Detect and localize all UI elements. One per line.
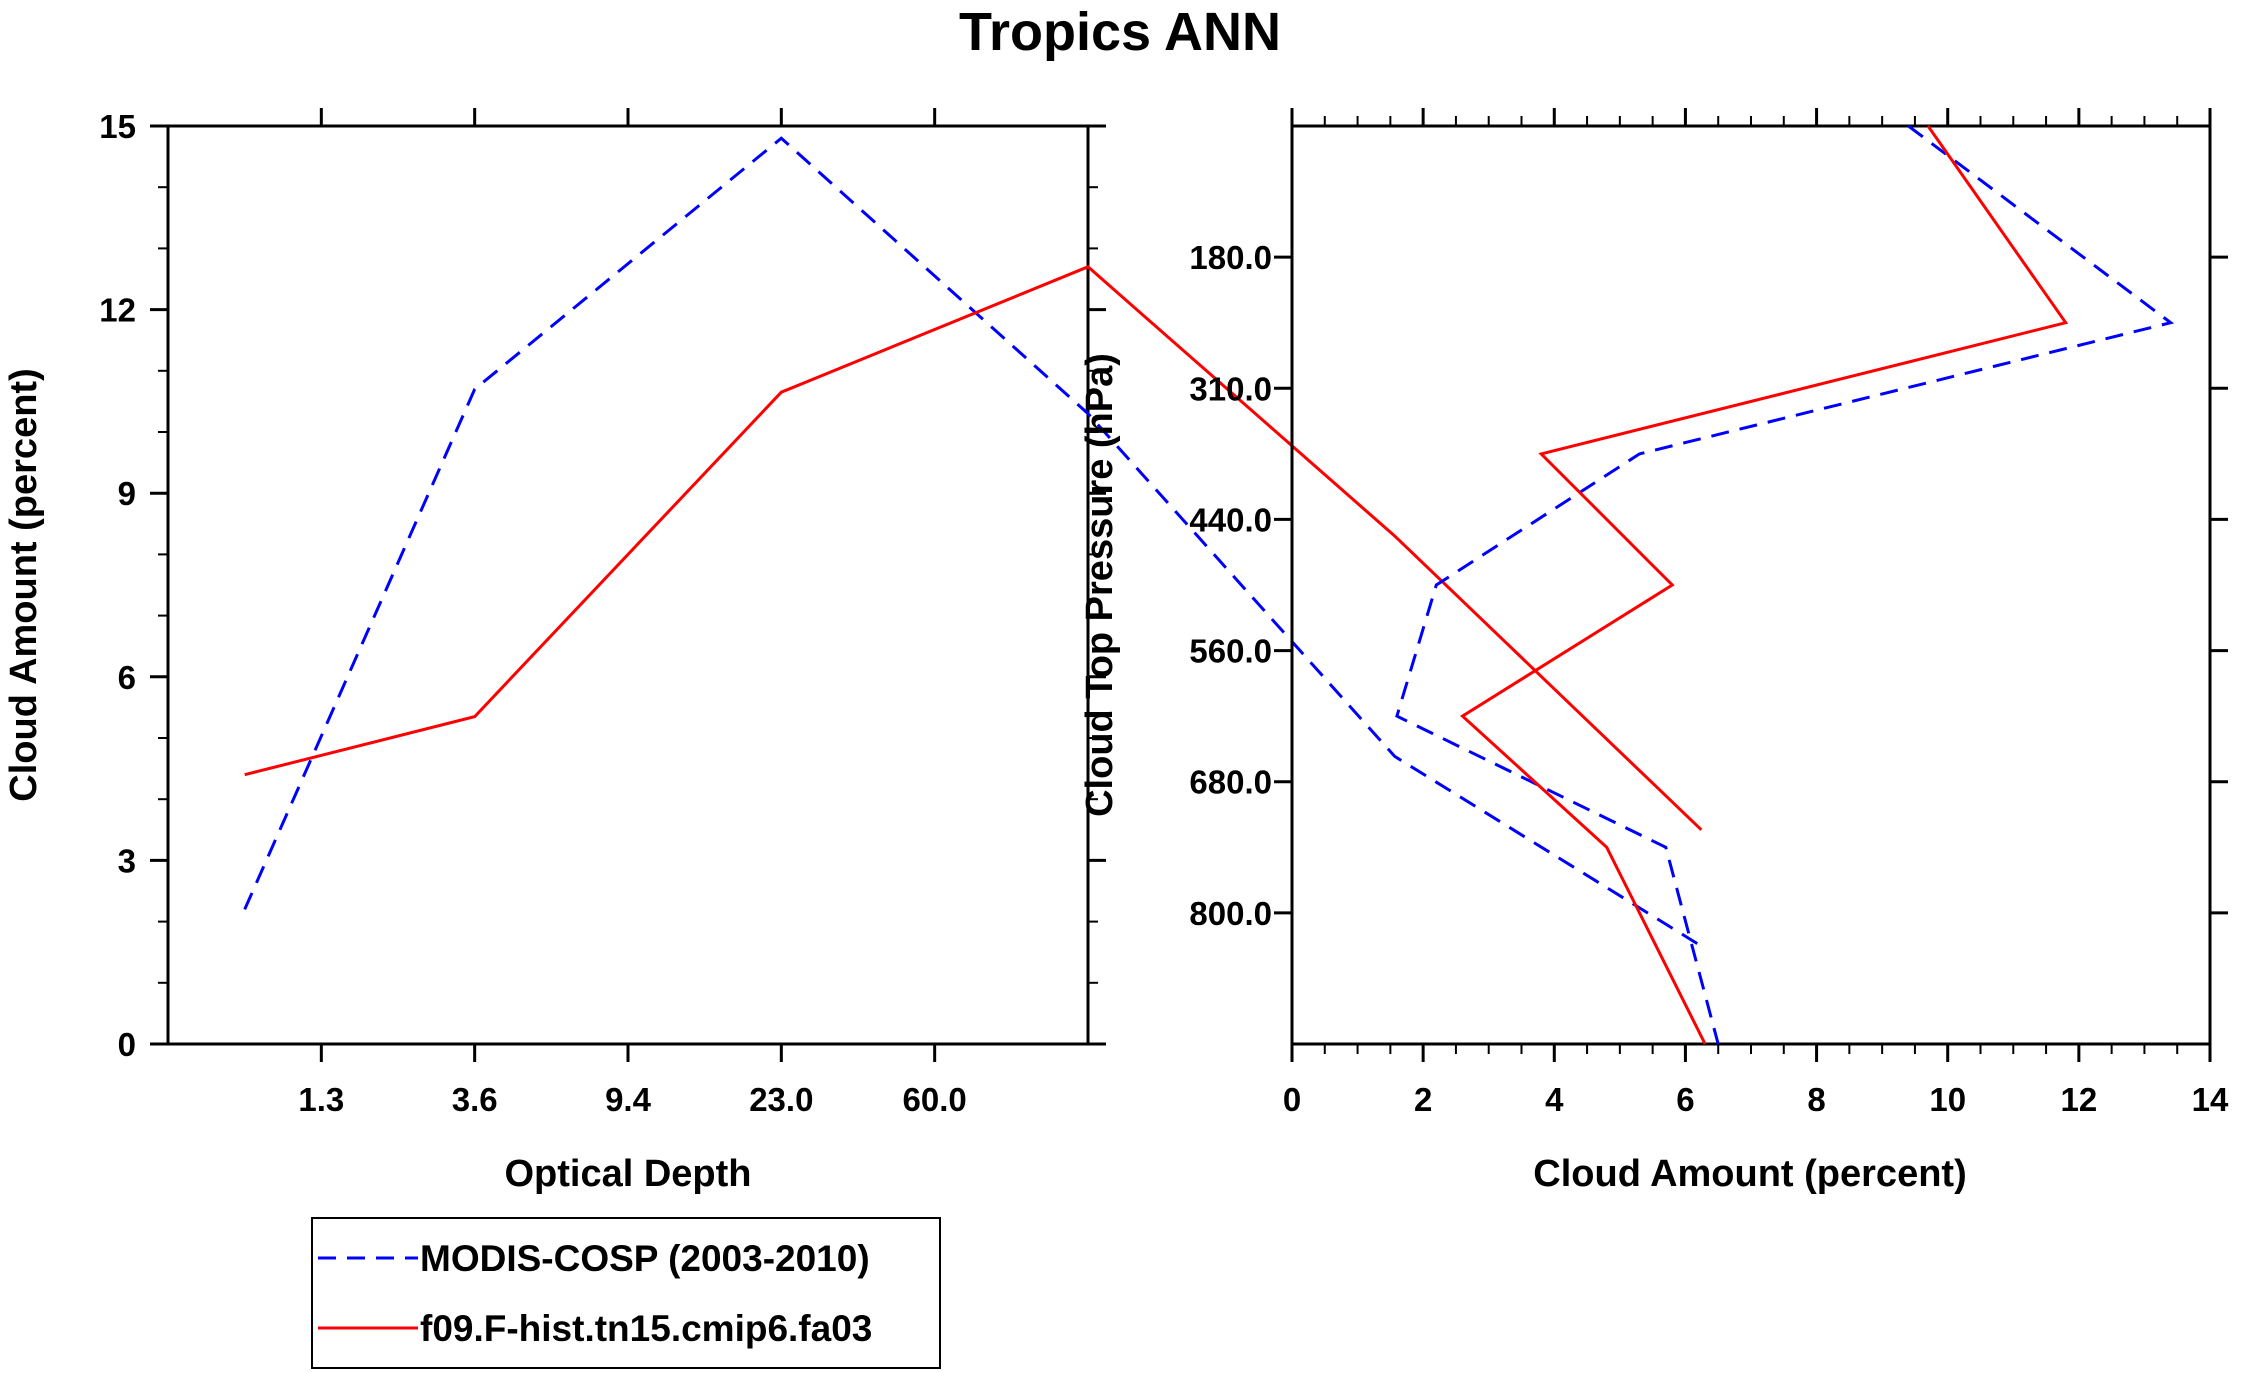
right-x-tick-label: 4	[1545, 1081, 1564, 1118]
legend: MODIS-COSP (2003-2010) f09.F-hist.tn15.c…	[311, 1217, 941, 1369]
left-y-axis-label: Cloud Amount (percent)	[3, 368, 45, 801]
left-y-tick-label: 9	[118, 475, 136, 512]
modis-line-optical-depth	[243, 136, 1703, 948]
right-x-tick-label: 6	[1676, 1081, 1694, 1118]
left-y-tick-label: 0	[118, 1026, 136, 1063]
right-x-tick-label: 12	[2060, 1081, 2097, 1118]
right-y-tick-label: 180.0	[1189, 239, 1272, 276]
model-line-optical-depth	[244, 265, 1703, 831]
legend-label-model: f09.F-hist.tn15.cmip6.fa03	[420, 1308, 872, 1349]
right-x-tick-label: 2	[1414, 1081, 1432, 1118]
left-x-axis-label: Optical Depth	[504, 1153, 751, 1195]
left-ticks: 0 3 6 9 12 15 1.3 3.6 9.4 23.0 60.0	[99, 108, 1106, 1118]
left-x-tick-label: 60.0	[903, 1081, 967, 1118]
right-plot-frame	[1290, 124, 2212, 1046]
right-y-tick-label: 310.0	[1189, 370, 1272, 407]
pressure-profile-panel: 0 2 4 6 8 10 12 14 180.0 310.0 440.0 560.0 680.0 800.…	[1079, 108, 2229, 1195]
right-x-tick-label: 10	[1929, 1081, 1966, 1118]
left-x-tick-label: 3.6	[452, 1081, 498, 1118]
right-x-tick-label: 0	[1283, 1081, 1301, 1118]
left-x-tick-label: 1.3	[298, 1081, 344, 1118]
figure-title: Tropics ANN	[959, 2, 1281, 62]
right-y-tick-label: 800.0	[1189, 895, 1272, 932]
right-y-tick-label: 680.0	[1189, 764, 1272, 801]
left-x-tick-label: 9.4	[605, 1081, 652, 1118]
modis-line-pressure	[1395, 124, 2175, 1045]
legend-label-modis: MODIS-COSP (2003-2010)	[420, 1238, 870, 1279]
right-x-axis-label: Cloud Amount (percent)	[1533, 1153, 1966, 1195]
left-y-tick-label: 6	[118, 659, 136, 696]
right-y-axis-label: Cloud Top Pressure (hPa)	[1079, 353, 1121, 817]
right-y-tick-label: 440.0	[1189, 501, 1272, 538]
left-y-tick-label: 3	[118, 842, 136, 879]
right-series	[1395, 124, 2175, 1045]
left-x-tick-label: 23.0	[749, 1081, 813, 1118]
model-line-pressure	[1460, 125, 2069, 1045]
right-x-tick-label: 14	[2192, 1081, 2229, 1118]
left-series	[243, 136, 1703, 948]
legend-box	[311, 1217, 941, 1369]
left-y-tick-label: 15	[99, 108, 136, 145]
right-y-tick-label: 560.0	[1189, 633, 1272, 670]
right-ticks: 0 2 4 6 8 10 12 14 180.0 310.0 440.0 560.0 680.0 800.…	[1189, 108, 2229, 1118]
right-x-tick-label: 8	[1807, 1081, 1825, 1118]
left-y-tick-label: 12	[99, 292, 136, 329]
